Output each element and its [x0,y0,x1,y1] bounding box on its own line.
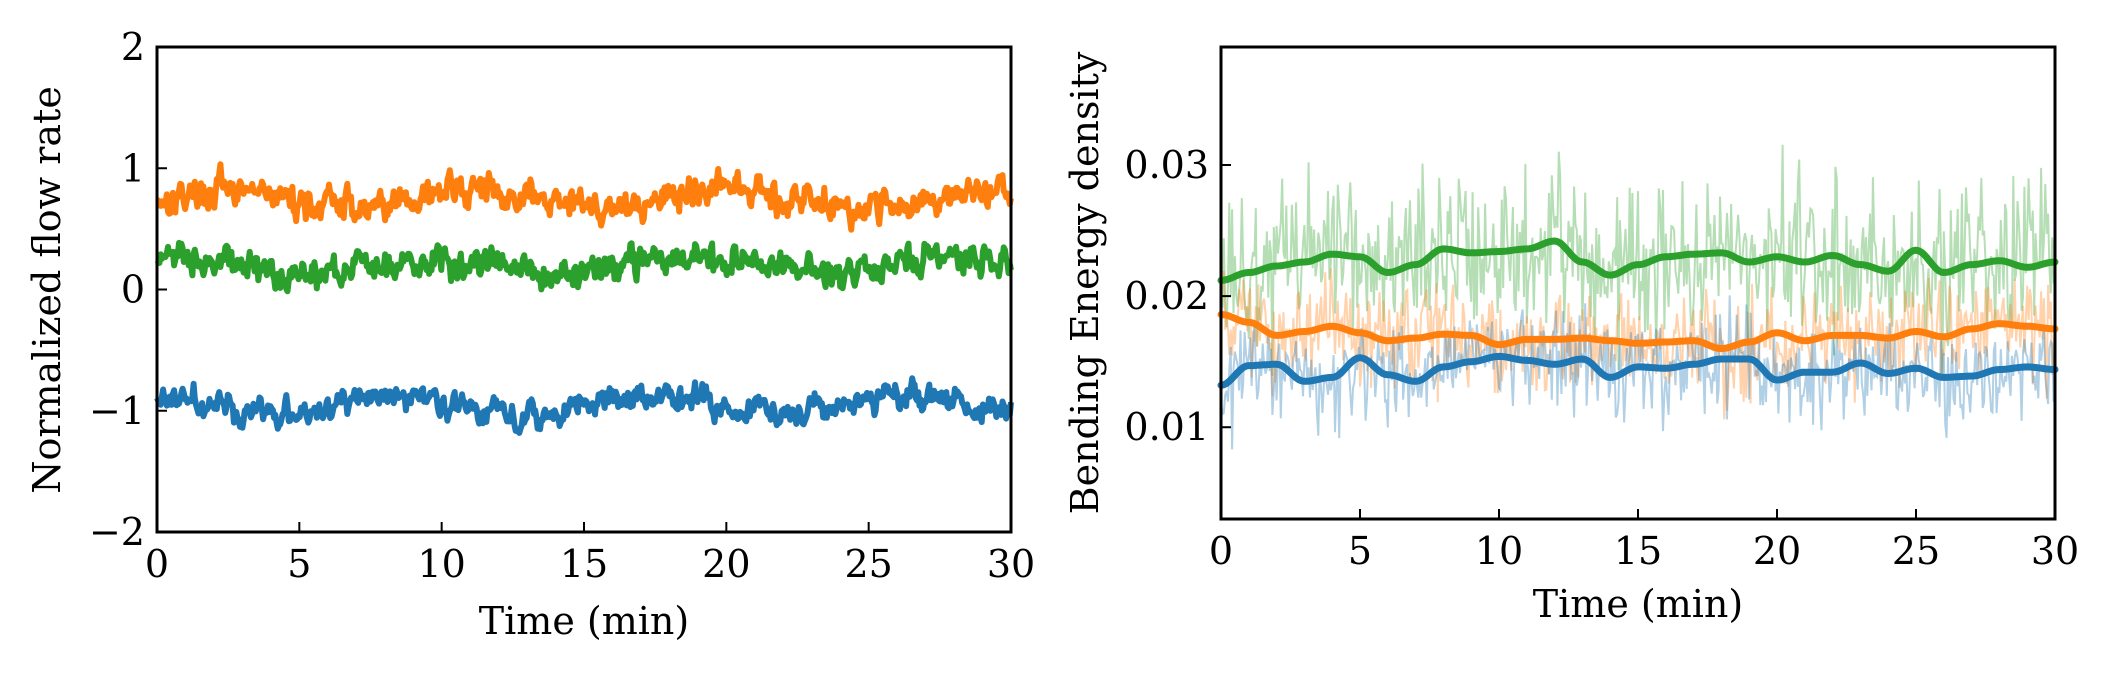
bending-energy-raw-green [1220,144,2056,380]
x-tick-label: 15 [560,542,608,586]
flow-rate-series-green [154,239,1014,295]
x-tick-label: 10 [417,542,465,586]
x-tick-label: 5 [1348,529,1372,573]
flow-rate-y-ticks: −2 −1 0 1 2 [89,25,167,554]
y-tick-label: 2 [121,25,145,69]
y-tick-label: −2 [89,510,145,554]
bending-energy-x-axis-label: Time (min) [1533,582,1743,626]
flow-rate-x-axis-label: Time (min) [479,599,689,643]
y-tick-label: 0.03 [1124,143,1209,187]
x-tick-label: 0 [1209,529,1233,573]
x-tick-label: 25 [844,542,892,586]
bending-energy-smoothed-green [1217,237,2059,284]
y-tick-label: −1 [89,389,145,433]
bending-energy-y-ticks: 0.01 0.02 0.03 [1124,143,1231,449]
x-tick-label: 10 [1475,529,1523,573]
flow-rate-series-orange [155,161,1014,233]
y-tick-label: 1 [121,146,145,190]
x-tick-label: 25 [1892,529,1940,573]
x-tick-label: 20 [702,542,750,586]
flow-rate-y-axis-label: Normalized flow rate [25,86,69,494]
y-tick-label: 0.02 [1124,274,1209,318]
flow-rate-chart: 0 5 10 15 20 25 30 −2 −1 0 1 2 Time (min) Normaliz… [25,25,1035,643]
x-tick-label: 0 [145,542,169,586]
y-tick-label: 0 [121,268,145,312]
bending-energy-raw-orange [1220,268,2056,420]
bending-energy-x-ticks: 0 5 10 15 20 25 30 [1209,509,2079,573]
flow-rate-series-group [154,161,1014,436]
bending-energy-chart: 0 5 10 15 20 25 30 0.01 0.02 0.03 Time (min) Ben… [1063,45,2079,626]
bending-energy-smoothed-blue [1217,352,2059,389]
bending-energy-smoothed-orange [1217,311,2059,353]
bending-energy-y-axis-label: Bending Energy density [1063,51,1107,514]
x-tick-label: 5 [287,542,311,586]
x-tick-label: 15 [1614,529,1662,573]
bending-energy-smoothed-traces [1217,237,2059,389]
flow-rate-x-ticks: 0 5 10 15 20 25 30 [145,522,1035,586]
x-tick-label: 20 [1753,529,1801,573]
y-tick-label: 0.01 [1124,405,1209,449]
flow-rate-series-blue [154,375,1014,436]
bending-energy-raw-traces [1220,144,2056,450]
x-tick-label: 30 [987,542,1035,586]
x-tick-label: 30 [2031,529,2079,573]
